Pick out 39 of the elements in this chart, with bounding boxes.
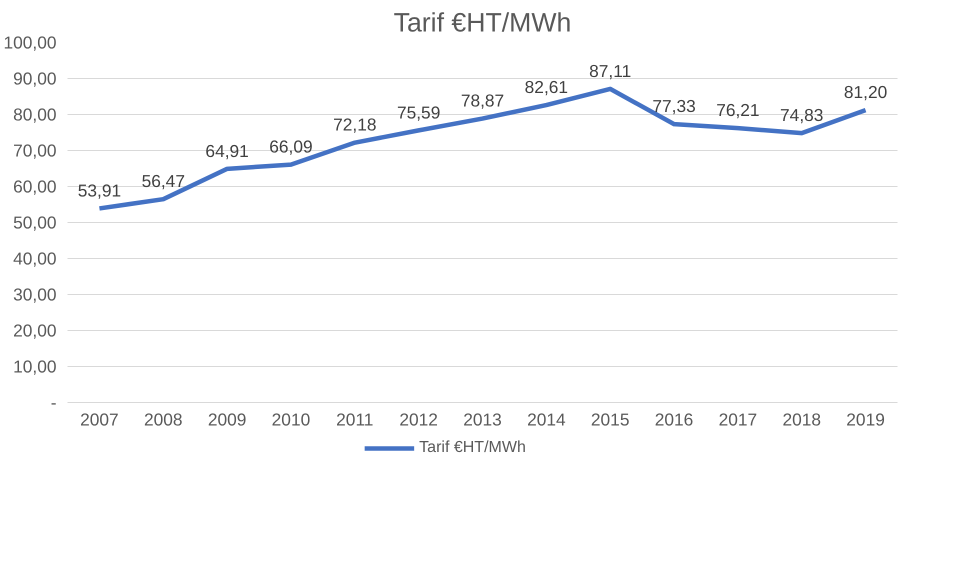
- data-label: 53,91: [78, 180, 122, 200]
- y-tick-label: 80,00: [13, 104, 57, 124]
- data-label: 78,87: [460, 90, 504, 111]
- data-label: 87,11: [589, 60, 632, 81]
- x-tick-label: 2014: [527, 410, 566, 430]
- x-tick-label: 2017: [718, 410, 758, 430]
- x-tick-label: 2007: [80, 410, 119, 430]
- y-tick-label: 70,00: [13, 140, 57, 160]
- x-tick-label: 2008: [144, 410, 183, 430]
- x-tick-label: 2011: [336, 410, 374, 430]
- y-tick-label: 30,00: [13, 284, 57, 304]
- y-tick-label: 60,00: [13, 176, 57, 196]
- y-tick-label: 50,00: [13, 212, 57, 232]
- x-tick-label: 2009: [208, 410, 246, 430]
- legend-label: Tarif €HT/MWh: [419, 439, 526, 457]
- x-tick-label: 2015: [590, 410, 630, 430]
- data-label: 75,59: [396, 102, 440, 122]
- x-tick-label: 2016: [654, 410, 694, 430]
- x-tick-label: 2012: [399, 410, 438, 430]
- y-tick-label: 40,00: [13, 248, 57, 268]
- data-label: 82,61: [524, 77, 568, 98]
- y-tick-label: 10,00: [13, 356, 57, 376]
- y-tick-label: 20,00: [13, 320, 57, 340]
- data-label: 77,33: [652, 96, 696, 116]
- data-label: 81,20: [844, 82, 888, 102]
- x-tick-label: 2010: [272, 410, 310, 430]
- y-tick-label: -: [50, 392, 57, 412]
- chart-title: Tarif €HT/MWh: [394, 8, 572, 38]
- y-tick-label: 90,00: [13, 68, 57, 88]
- data-label: 72,18: [333, 114, 376, 135]
- data-label: 56,47: [142, 171, 185, 192]
- x-tick-label: 2019: [846, 410, 885, 430]
- x-tick-label: 2013: [463, 410, 502, 430]
- data-label: 66,09: [269, 136, 313, 157]
- x-tick-label: 2018: [782, 410, 822, 430]
- data-label: 74,83: [780, 105, 824, 126]
- y-tick-label: 100,00: [4, 32, 56, 52]
- data-label: 64,91: [205, 140, 249, 161]
- data-label: 76,21: [716, 100, 760, 120]
